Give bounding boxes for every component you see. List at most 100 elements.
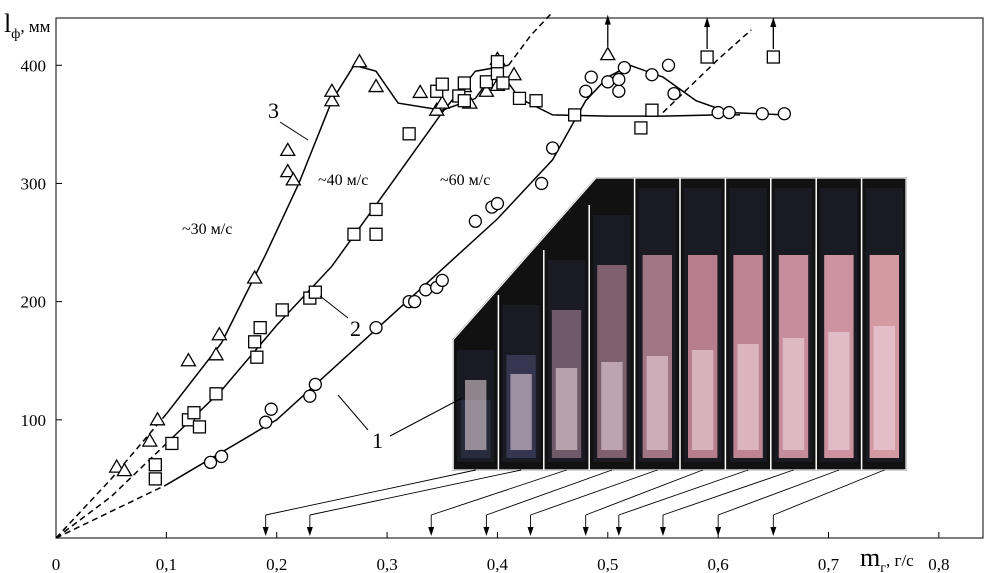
arrow-down-icon xyxy=(770,527,777,536)
data-point-square xyxy=(490,55,505,69)
data-point-triangle xyxy=(279,163,296,178)
data-point-circle xyxy=(722,105,736,120)
fit-line-dashed xyxy=(55,484,167,539)
data-point-triangle xyxy=(599,46,616,61)
x-tick-label: 0,4 xyxy=(487,555,509,573)
fit-line-solid xyxy=(166,64,785,486)
data-point-square xyxy=(148,458,162,472)
photo-arrow-line xyxy=(618,469,749,516)
data-point-triangle xyxy=(116,462,133,477)
arrow-down-icon xyxy=(483,527,490,536)
x-tick-label: 0,7 xyxy=(818,555,840,573)
data-point-circle xyxy=(308,377,322,392)
x-axis-label: mг, г/с xyxy=(860,543,914,573)
data-point-circle xyxy=(584,70,598,84)
plot-frame xyxy=(55,17,984,539)
fit-line-dashed xyxy=(55,413,167,539)
data-point-square xyxy=(165,436,179,451)
data-point-circle xyxy=(667,86,681,101)
photo-arrow-line xyxy=(486,469,613,516)
data-point-circle xyxy=(203,455,218,470)
fit-line-extrapolation xyxy=(507,11,554,66)
data-point-circle xyxy=(303,389,317,403)
data-point-triangle xyxy=(367,78,385,93)
data-point-circle xyxy=(408,294,422,309)
data-point-triangle xyxy=(323,82,341,97)
photo-frame xyxy=(543,250,586,470)
data-point-square xyxy=(645,103,659,117)
arrow-down-icon xyxy=(659,527,666,536)
data-point-circle xyxy=(545,141,560,155)
data-point-circle xyxy=(612,72,626,87)
x-tick-label: 0,8 xyxy=(928,555,949,573)
photo-arrow-line xyxy=(662,469,794,516)
photo-leader-line xyxy=(389,397,463,437)
y-axis-label: lф, мм xyxy=(4,9,51,42)
photo-frame xyxy=(452,340,495,470)
x-tick-label: 0,3 xyxy=(376,555,397,573)
x-tick-label: 0 xyxy=(52,555,61,573)
arrow-down-icon xyxy=(615,527,622,536)
data-point-square xyxy=(512,91,527,106)
speed-label-40: ~40 м/с xyxy=(318,172,368,189)
data-point-triangle xyxy=(207,346,225,361)
curve-number-2: 2 xyxy=(350,316,361,341)
data-point-square xyxy=(347,227,361,241)
data-point-square xyxy=(766,50,780,64)
photo-arrow-line xyxy=(309,469,522,516)
data-point-triangle xyxy=(279,142,296,157)
photo-frame xyxy=(770,178,813,470)
data-point-circle xyxy=(419,283,433,297)
data-point-square xyxy=(192,420,207,434)
photo-arrow-line xyxy=(265,469,476,516)
y-tick-label: 300 xyxy=(21,174,47,193)
data-point-triangle xyxy=(351,53,368,68)
data-point-square xyxy=(369,202,383,217)
arrow-down-icon xyxy=(428,527,435,536)
curve-leader-line xyxy=(337,394,369,431)
data-point-square xyxy=(457,76,471,90)
data-point-circle xyxy=(534,176,549,191)
curve-leader-line xyxy=(319,295,349,319)
data-point-square xyxy=(275,303,289,317)
data-point-square xyxy=(250,350,264,364)
photo-arrow-line xyxy=(585,469,703,516)
photo-arrow-line xyxy=(530,469,658,516)
photo-border-inner xyxy=(452,177,907,471)
data-point-square xyxy=(479,75,494,89)
data-point-square xyxy=(402,127,416,141)
data-point-square xyxy=(568,108,582,122)
arrow-down-icon xyxy=(715,527,722,536)
data-point-square xyxy=(496,76,510,90)
fit-line-extrapolation xyxy=(662,29,752,114)
flame-glow xyxy=(873,326,895,450)
x-tick-label: 0,1 xyxy=(156,555,177,573)
data-point-square xyxy=(457,94,471,108)
data-point-square xyxy=(247,335,262,349)
data-point-triangle xyxy=(180,352,197,367)
photo-frame xyxy=(588,205,631,470)
speed-label-60: ~60 м/с xyxy=(440,172,490,189)
data-point-triangle xyxy=(412,84,429,99)
flame-glow xyxy=(465,380,487,450)
arrow-up-icon xyxy=(604,14,611,25)
data-point-circle xyxy=(645,68,659,82)
photo-frame xyxy=(633,178,676,470)
y-tick-label: 200 xyxy=(21,293,47,312)
data-point-circle xyxy=(435,273,449,288)
flame-glow xyxy=(601,362,623,450)
flame-glow xyxy=(510,374,532,450)
photo-frame xyxy=(679,178,722,470)
photo-frame xyxy=(860,178,903,470)
curve-number-3: 3 xyxy=(268,98,279,123)
photo-strip xyxy=(262,177,907,536)
data-point-square xyxy=(634,121,648,135)
fit-line-dashed xyxy=(55,442,167,539)
curve-number-1: 1 xyxy=(372,428,383,453)
data-point-triangle xyxy=(108,458,125,473)
photo-frame xyxy=(497,295,540,470)
data-point-triangle xyxy=(149,411,166,426)
curve-leader-line xyxy=(279,121,309,141)
data-point-circle xyxy=(264,402,278,416)
